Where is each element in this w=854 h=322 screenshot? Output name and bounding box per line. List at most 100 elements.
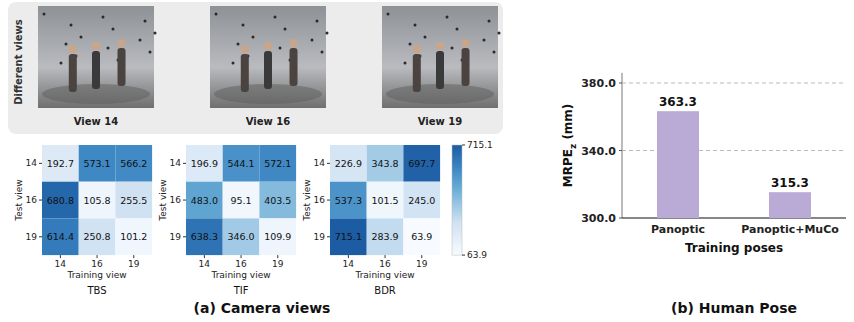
- figure: Different viewsView 14View 16View 19192.…: [0, 0, 854, 322]
- photo-dot: [424, 36, 427, 39]
- cell-label: 544.1: [227, 158, 254, 169]
- photo-head: [69, 45, 77, 53]
- photo-bg: [210, 6, 326, 108]
- caption: (b) Human Pose: [671, 300, 797, 316]
- heatmap-cell: [42, 145, 79, 182]
- cell-label: 95.1: [230, 195, 251, 206]
- heatmap-cell: [79, 218, 116, 255]
- camera-photo: [382, 6, 501, 108]
- tick-label: 63.9: [467, 250, 487, 260]
- tick-label: 16: [91, 259, 103, 269]
- tick: [421, 255, 422, 258]
- heatmap-cell: [259, 218, 296, 255]
- tick-label: 14: [26, 158, 38, 168]
- tick-label: 340.0: [581, 145, 616, 158]
- cell-label: 483.0: [191, 195, 218, 206]
- cell-label: 283.9: [371, 231, 398, 242]
- panel-label: Different views: [13, 19, 24, 105]
- heatmap-cell: [42, 218, 79, 255]
- heatmap-cell: [186, 218, 223, 255]
- tick: [183, 200, 186, 201]
- photo-dot: [242, 24, 245, 27]
- cell-label: 566.2: [120, 158, 147, 169]
- photo-dot: [144, 20, 147, 23]
- tick: [327, 236, 330, 237]
- cell-label: 63.9: [411, 231, 432, 242]
- tick-label: 19: [26, 232, 38, 242]
- cell-label: 101.2: [120, 231, 147, 242]
- photo-dot: [488, 20, 491, 23]
- photo-dot: [60, 62, 63, 65]
- tick: [241, 255, 242, 258]
- bars: [657, 111, 811, 218]
- axis-title: Test view: [302, 179, 312, 221]
- heatmap-cell: [79, 182, 116, 219]
- photo-dot: [80, 36, 83, 39]
- tick: [97, 255, 98, 258]
- photo-person: [290, 48, 298, 86]
- photo-dot: [483, 39, 486, 42]
- view-label: View 14: [74, 116, 118, 127]
- heatmap-cell: [186, 182, 223, 219]
- axis-title: Test view: [14, 179, 24, 221]
- tick-label: 16: [170, 195, 182, 205]
- photo-dot: [112, 28, 115, 31]
- cell-label: 101.5: [371, 195, 398, 206]
- photo-dot: [311, 39, 314, 42]
- cell-label: 403.5: [264, 195, 291, 206]
- cell-label: 573.1: [83, 158, 110, 169]
- photo-head: [462, 39, 470, 47]
- tick-label: 16: [314, 195, 326, 205]
- photo-dot: [154, 32, 157, 35]
- camera-photo: [210, 6, 329, 108]
- tick-label: 715.1: [467, 140, 493, 150]
- chart-title: TBS: [86, 285, 106, 296]
- photo-dot: [321, 51, 324, 54]
- photo-dot: [387, 13, 390, 16]
- cell-label: 226.9: [335, 158, 362, 169]
- cell-label: 245.0: [408, 195, 435, 206]
- axis-title-part: (mm): [561, 104, 575, 144]
- tick: [183, 236, 186, 237]
- cell-label: 109.9: [264, 231, 291, 242]
- tick: [385, 255, 386, 258]
- tick: [183, 163, 186, 164]
- photo-head: [436, 42, 444, 50]
- heatmap-cell: [186, 145, 223, 182]
- view-label: View 16: [246, 116, 290, 127]
- tick-label: 16: [26, 195, 38, 205]
- chart-title: BDR: [374, 285, 396, 296]
- photo-dot: [252, 36, 255, 39]
- bar: [769, 192, 811, 218]
- views-panel-bg: [8, 2, 503, 134]
- photo-dot: [70, 24, 73, 27]
- tick: [327, 200, 330, 201]
- heatmap-cell: [223, 218, 260, 255]
- cell-label: 105.8: [83, 195, 110, 206]
- tick-label: 300.0: [581, 212, 616, 225]
- heatmap-cell: [115, 218, 152, 255]
- photo-dot: [498, 32, 501, 35]
- photo-person: [241, 54, 249, 92]
- photo-dot: [409, 43, 412, 46]
- photo-head: [241, 45, 249, 53]
- heatmap: [330, 145, 440, 255]
- tick-label: 16: [379, 259, 391, 269]
- photo-dot: [215, 13, 218, 16]
- chart-title: TIF: [233, 285, 249, 296]
- data-label: 315.3: [771, 176, 809, 190]
- y-axis: [622, 73, 623, 218]
- heatmap-cell: [115, 145, 152, 182]
- photo-dot: [316, 20, 319, 23]
- axis-title: Training view: [66, 270, 126, 280]
- heatmap-cell: [403, 145, 440, 182]
- heatmap-cell: [115, 182, 152, 219]
- photo-dot: [107, 47, 110, 50]
- axis-title: Training view: [210, 270, 270, 280]
- tick-label: 19: [272, 259, 284, 269]
- photo-dot: [43, 13, 46, 16]
- tick: [619, 83, 622, 84]
- tick-label: 14: [55, 259, 67, 269]
- camera-photo: [38, 6, 157, 108]
- cell-label: 537.3: [335, 195, 362, 206]
